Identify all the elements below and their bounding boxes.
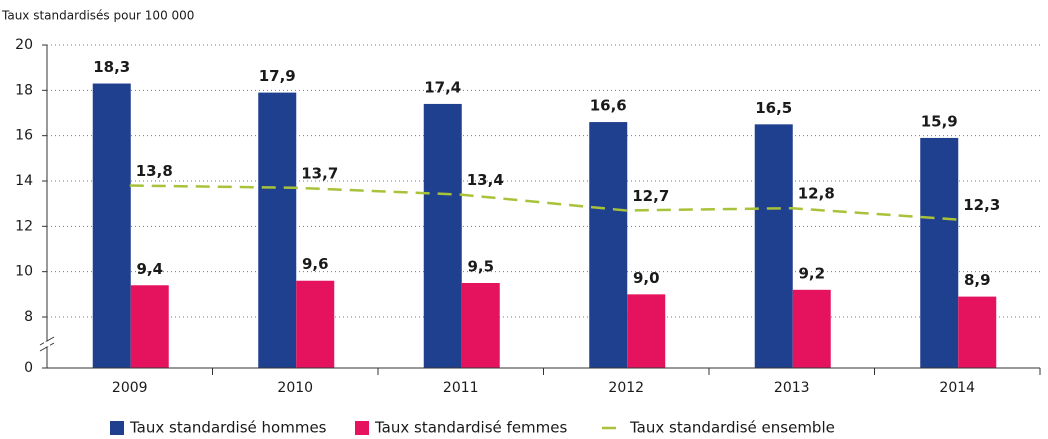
value-label: 9,0 — [633, 269, 660, 287]
y-tick-label: 12 — [15, 218, 33, 234]
x-tick-label: 2009 — [112, 380, 148, 396]
bar — [296, 280, 335, 368]
value-label: 13,8 — [136, 162, 173, 180]
bar — [92, 83, 131, 369]
legend-swatch — [110, 421, 124, 435]
y-tick-label: 0 — [24, 360, 33, 376]
value-label: 9,5 — [467, 258, 494, 276]
legend-label: Taux standardisé ensemble — [629, 419, 835, 437]
x-tick-label: 2013 — [774, 380, 810, 396]
y-tick-label: 10 — [15, 264, 33, 280]
chart-title: Taux standardisés pour 100 000 — [1, 9, 194, 23]
value-label: 12,7 — [632, 187, 669, 205]
legend-label: Taux standardisé hommes — [129, 419, 327, 437]
value-label: 12,8 — [798, 185, 835, 203]
bar — [920, 137, 959, 368]
legend-label: Taux standardisé femmes — [374, 419, 567, 437]
x-tick-label: 2012 — [608, 380, 644, 396]
bar — [627, 294, 666, 368]
y-tick-label: 16 — [15, 128, 33, 144]
bar — [130, 285, 169, 368]
value-label: 16,6 — [590, 97, 627, 115]
value-label: 17,4 — [424, 78, 461, 96]
value-label: 13,7 — [301, 164, 338, 182]
bar — [461, 283, 500, 368]
y-tick-label: 20 — [15, 37, 33, 53]
legend-swatch — [355, 421, 369, 435]
value-label: 16,5 — [755, 99, 792, 117]
value-label: 13,4 — [467, 171, 504, 189]
value-label: 8,9 — [964, 271, 991, 289]
bar — [258, 92, 297, 368]
axis-break — [39, 336, 55, 346]
bar — [958, 296, 997, 368]
line — [129, 184, 958, 221]
value-label: 18,3 — [93, 58, 130, 76]
value-label: 17,9 — [259, 67, 296, 85]
x-tick-label: 2011 — [443, 380, 479, 396]
axis-break — [39, 342, 55, 352]
bar — [792, 289, 831, 368]
x-tick-label: 2014 — [939, 380, 975, 396]
value-label: 9,4 — [136, 260, 163, 278]
bar — [589, 122, 628, 368]
value-label: 9,2 — [798, 264, 825, 282]
y-tick-label: 14 — [15, 173, 33, 189]
value-label: 9,6 — [302, 255, 329, 273]
y-tick-label: 8 — [24, 309, 33, 325]
value-label: 15,9 — [921, 112, 958, 130]
bar — [423, 103, 462, 368]
y-tick-label: 18 — [15, 82, 33, 98]
value-label: 12,3 — [963, 196, 1000, 214]
bar — [754, 124, 793, 368]
x-tick-label: 2010 — [277, 380, 313, 396]
